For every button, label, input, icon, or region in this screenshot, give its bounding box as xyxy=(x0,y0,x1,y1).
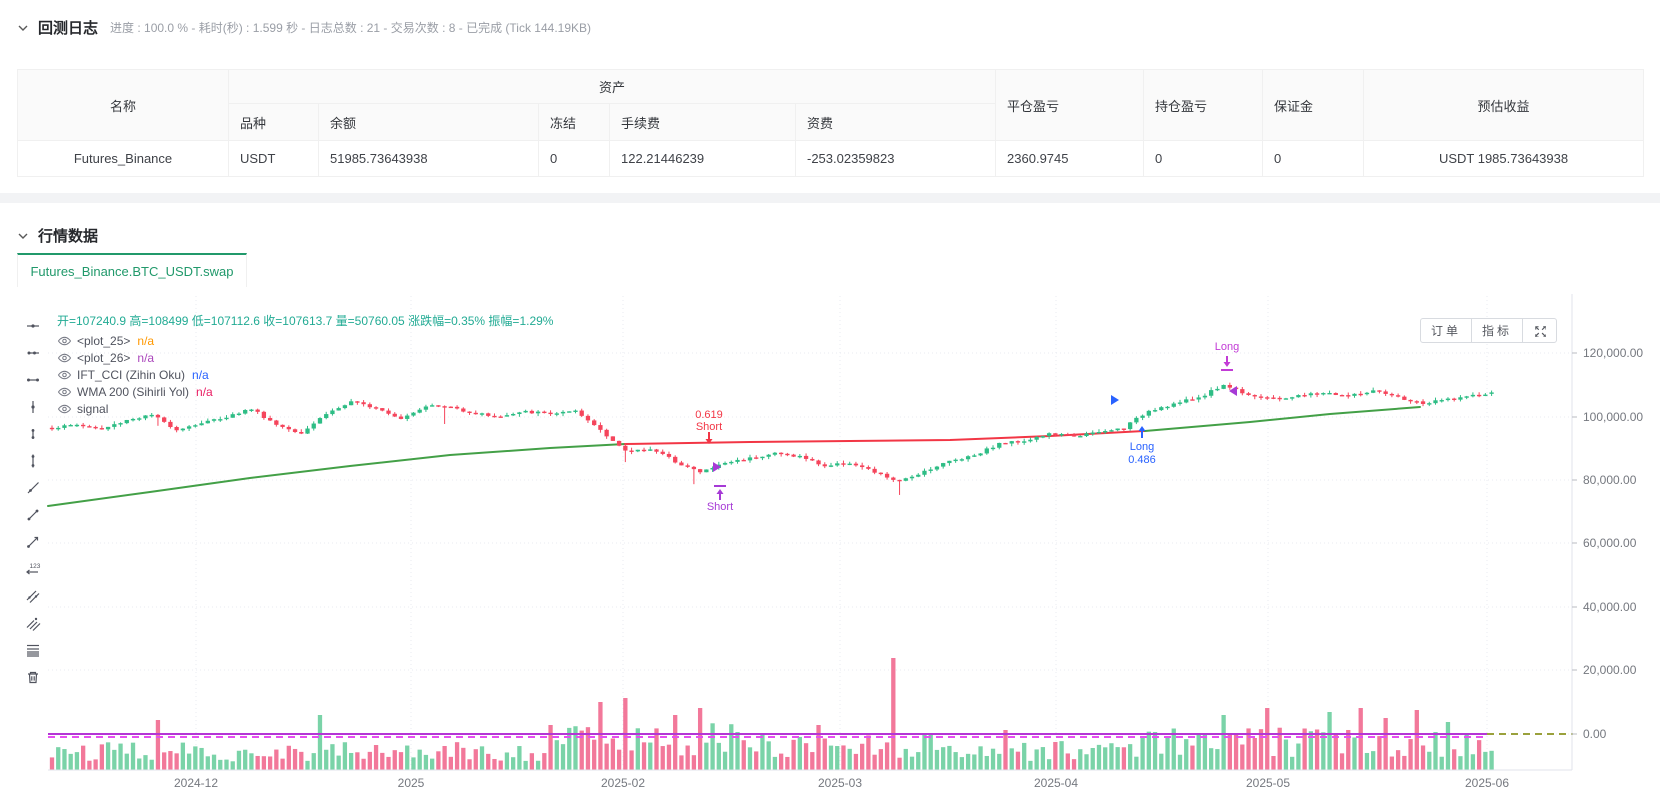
market-data-title: 行情数据 xyxy=(38,228,99,245)
indicator-value: n/a xyxy=(192,367,209,382)
indicator-value: n/a xyxy=(137,333,155,348)
cell-funding: -253.02359823 xyxy=(794,140,997,177)
fullscreen-icon xyxy=(1535,326,1546,337)
col-header-frozen: 冻结 xyxy=(538,103,610,141)
svg-text:Short: Short xyxy=(707,501,733,513)
cell-fee: 122.21446239 xyxy=(609,140,796,177)
account-table: 名称 资产 平仓盈亏 持仓盈亏 保证金 预估收益 品种 余额 冻结 手续费 资费… xyxy=(17,69,1645,177)
x-axis-label: 2025 xyxy=(398,776,425,790)
indicator-label: <plot_25> xyxy=(77,333,131,348)
cell-open-pnl: 0 xyxy=(1143,140,1264,177)
x-axis-label: 2025-04 xyxy=(1034,776,1078,790)
eye-icon[interactable] xyxy=(57,335,72,347)
price-note-icon[interactable]: 123 xyxy=(19,555,47,582)
col-header-assets-group: 资产 xyxy=(227,69,997,104)
eye-icon[interactable] xyxy=(57,369,72,381)
col-header-balance: 余额 xyxy=(318,103,539,141)
indicator-legend-item: IFT_CCI (Zihin Oku) n/a xyxy=(57,366,213,383)
backtest-log-title: 回测日志 xyxy=(38,20,99,37)
y-axis-label: 100,000.00 xyxy=(1583,410,1643,424)
y-axis-label: 60,000.00 xyxy=(1583,536,1637,550)
col-header-name: 名称 xyxy=(17,69,229,141)
y-axis-label: 80,000.00 xyxy=(1583,473,1637,487)
vertical-segment-icon[interactable] xyxy=(19,420,47,447)
cell-closed-pnl: 2360.9745 xyxy=(995,140,1145,177)
parallel-channel-icon[interactable] xyxy=(19,582,47,609)
cell-name: Futures_Binance xyxy=(17,140,229,177)
svg-text:Long: Long xyxy=(1130,441,1154,453)
chart-container: 0.619 Short Short Long 0.486 Long 120,000.00 10… xyxy=(17,290,1643,795)
svg-text:Short: Short xyxy=(696,421,722,433)
indicators-button[interactable]: 指标 xyxy=(1470,319,1522,342)
indicator-legend-item: WMA 200 (Sihirli Yol) n/a xyxy=(57,383,213,400)
collapse-chevron-icon[interactable] xyxy=(16,229,30,243)
col-header-fee: 手续费 xyxy=(609,103,796,141)
indicator-legend-item: signal xyxy=(57,400,213,417)
fib-retracement-icon[interactable] xyxy=(19,636,47,663)
multi-line-icon[interactable] xyxy=(19,609,47,636)
trend-line-icon[interactable] xyxy=(19,501,47,528)
x-axis-label: 2025-06 xyxy=(1465,776,1509,790)
horizontal-segment-icon[interactable] xyxy=(19,366,47,393)
indicator-legend: <plot_25> n/a <plot_26> n/a IFT_CCI (Zihin O… xyxy=(57,332,213,417)
x-axis-label: 2025-05 xyxy=(1246,776,1290,790)
indicator-label: <plot_26> xyxy=(77,350,131,365)
trash-icon[interactable] xyxy=(19,663,47,690)
arrow-line-icon[interactable] xyxy=(19,528,47,555)
col-header-funding: 资费 xyxy=(794,103,997,141)
indicator-legend-item: <plot_25> n/a xyxy=(57,332,213,349)
tab-symbol[interactable]: Futures_Binance.BTC_USDT.swap xyxy=(17,253,247,287)
y-axis-label: 0.00 xyxy=(1583,727,1607,741)
indicator-value: n/a xyxy=(196,384,213,399)
eye-icon[interactable] xyxy=(57,352,72,364)
indicator-value: n/a xyxy=(137,350,155,365)
account-row: Futures_Binance USDT 51985.73643938 0 12… xyxy=(17,140,1645,177)
y-axis-label: 40,000.00 xyxy=(1583,600,1637,614)
col-header-est-profit: 预估收益 xyxy=(1363,69,1645,141)
cell-margin: 0 xyxy=(1262,140,1365,177)
drawing-toolbar: 123 xyxy=(19,312,49,690)
extended-vertical-icon[interactable] xyxy=(19,447,47,474)
orders-button[interactable]: 订单 xyxy=(1430,324,1461,338)
cell-symbol: USDT xyxy=(228,140,319,177)
col-header-open-pnl: 持仓盈亏 xyxy=(1143,69,1264,141)
x-axis-label: 2025-02 xyxy=(601,776,645,790)
col-header-symbol: 品种 xyxy=(228,103,319,141)
horizontal-ray-icon[interactable] xyxy=(19,339,47,366)
backtest-log-meta: 进度 : 100.0 % - 耗时(秒) : 1.599 秒 - 日志总数 : … xyxy=(110,21,592,35)
market-data-header: 行情数据 xyxy=(16,225,98,246)
fullscreen-button[interactable] xyxy=(1522,319,1556,342)
ray-icon[interactable] xyxy=(19,474,47,501)
section-divider xyxy=(0,193,1660,203)
x-axis-label: 2025-03 xyxy=(818,776,862,790)
svg-text:0.486: 0.486 xyxy=(1128,454,1156,466)
cell-balance: 51985.73643938 xyxy=(318,140,539,177)
indicator-label: IFT_CCI (Zihin Oku) xyxy=(77,367,186,382)
cell-frozen: 0 xyxy=(538,140,610,177)
chart-toolbar: 订单 指标 xyxy=(1419,318,1557,343)
y-axis-label: 20,000.00 xyxy=(1583,663,1637,677)
collapse-chevron-icon[interactable] xyxy=(16,21,30,35)
indicator-label: signal xyxy=(77,401,109,416)
indicator-legend-item: <plot_26> n/a xyxy=(57,349,213,366)
eye-icon[interactable] xyxy=(57,386,72,398)
indicator-label: WMA 200 (Sihirli Yol) xyxy=(77,384,190,399)
y-axis-label: 120,000.00 xyxy=(1583,346,1643,360)
vertical-line-icon[interactable] xyxy=(19,393,47,420)
backtest-log-header: 回测日志 进度 : 100.0 % - 耗时(秒) : 1.599 秒 - 日志… xyxy=(16,17,591,38)
svg-text:0.619: 0.619 xyxy=(695,409,723,421)
eye-icon[interactable] xyxy=(57,403,72,415)
svg-text:Long: Long xyxy=(1215,341,1239,353)
col-header-margin: 保证金 xyxy=(1262,69,1365,141)
col-header-closed-pnl: 平仓盈亏 xyxy=(995,69,1145,141)
ohlc-info: 开=107240.9 高=108499 低=107112.6 收=107613.… xyxy=(57,314,554,328)
svg-text:123: 123 xyxy=(30,563,41,570)
cell-est-profit: USDT 1985.73643938 xyxy=(1363,140,1645,177)
horizontal-line-icon[interactable] xyxy=(19,312,47,339)
x-axis-label: 2024-12 xyxy=(174,776,218,790)
